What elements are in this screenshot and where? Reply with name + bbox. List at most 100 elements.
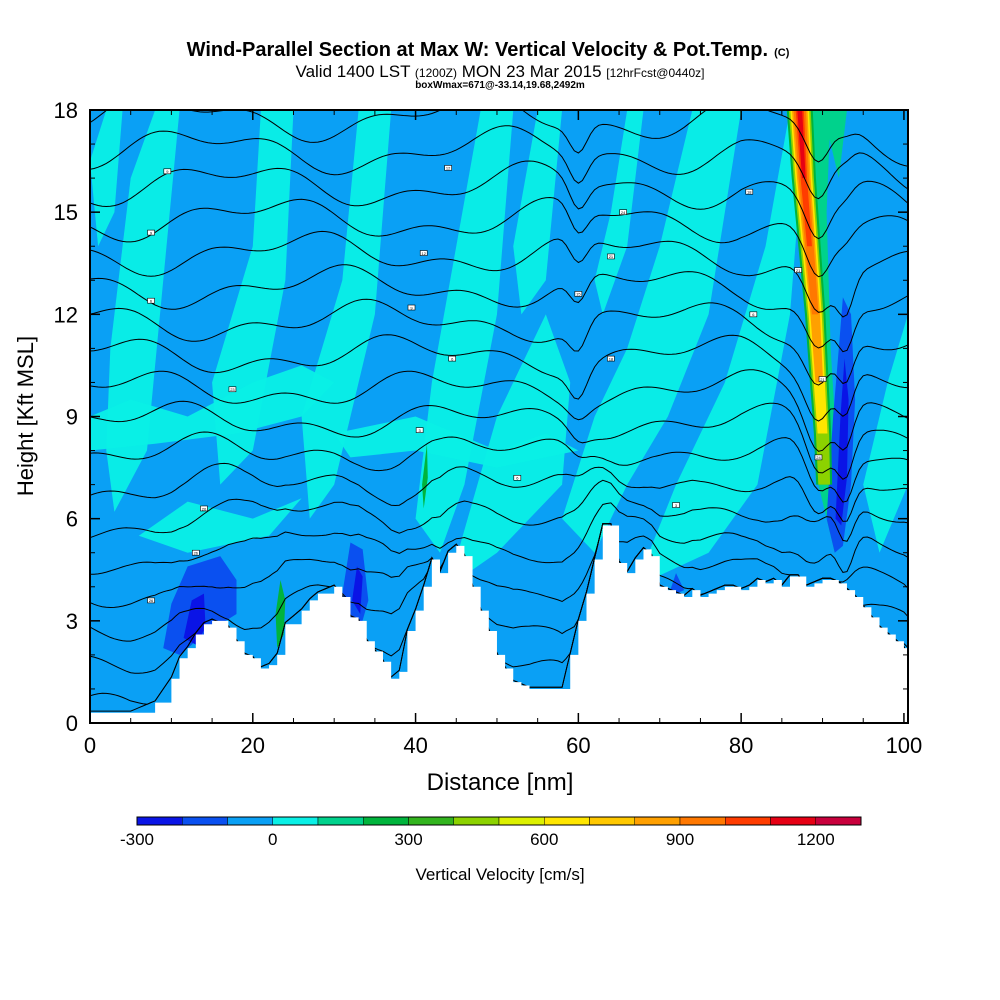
isentrope-label-box <box>192 549 200 556</box>
x-axis: 0 20 40 60 80 100 <box>84 110 922 758</box>
colorbar-swatch <box>408 816 454 826</box>
y-tick-label: 15 <box>54 200 78 225</box>
colorbar-swatch <box>136 816 183 826</box>
velocity-region-weak-updraft <box>422 443 428 509</box>
isentrope-label-box <box>619 209 627 215</box>
isentrope-label-box <box>818 376 827 382</box>
colorbar-frame <box>136 816 862 826</box>
isentrope-label: 12 <box>421 251 426 256</box>
isentrope-label: 18 <box>609 356 614 361</box>
isentrope-label-box <box>228 386 237 393</box>
isentrope-line <box>90 230 908 318</box>
isentrope-label-box <box>448 355 456 362</box>
isentrope-label-box <box>574 291 583 297</box>
colorbar-swatch <box>634 816 681 826</box>
colorbar-swatch <box>815 816 862 826</box>
x-tick-label: 80 <box>729 733 753 758</box>
isentrope-label: 26 <box>149 598 154 603</box>
x-tick-label: 60 <box>566 733 590 758</box>
colorbar-swatch <box>317 816 364 826</box>
isentrope-label: 3 <box>419 428 422 433</box>
isentrope-label-box <box>163 168 172 175</box>
velocity-region-downdraft <box>352 566 363 615</box>
colorbar-tick-label: -300 <box>120 830 154 849</box>
velocity-region-ascent-weak <box>562 110 742 553</box>
colorbar-swatch <box>770 816 816 826</box>
isentrope-label: 9 <box>166 169 169 174</box>
isentrope-label: 12 <box>446 166 451 171</box>
isentrope-line <box>90 298 908 386</box>
velocity-region-downdraft <box>835 358 849 526</box>
y-axis-label: Height [Kft MSL] <box>13 336 38 496</box>
isentrope-label: 20 <box>202 506 207 511</box>
x-tick-label: 20 <box>241 733 265 758</box>
isentrope-line <box>90 369 908 452</box>
colorbar-label: Vertical Velocity [cm/s] <box>415 865 584 884</box>
isentrope-line <box>90 264 908 353</box>
y-tick-label: 3 <box>66 609 78 634</box>
isentrope-label-box <box>672 502 680 508</box>
isentrope-label-box <box>147 597 155 604</box>
isentrope-label: 21 <box>796 268 801 273</box>
isentrope-label: 6 <box>150 299 153 304</box>
y-axis: 0 3 6 9 12 15 18 <box>54 98 908 736</box>
velocity-region-ascent-weak <box>635 110 807 587</box>
isentrope-line <box>90 479 908 542</box>
isentrope-label-box <box>444 165 452 171</box>
velocity-region-ascent-weak <box>594 110 644 315</box>
colorbar-swatch <box>363 816 409 826</box>
chart-title: Wind-Parallel Section at Max W: Vertical… <box>187 39 790 61</box>
y-tick-label: 12 <box>54 302 78 327</box>
colorbar-tick-label: 0 <box>268 830 277 849</box>
isentrope-label-box <box>814 454 823 461</box>
isentrope-line <box>90 125 908 200</box>
velocity-region-downdraft <box>183 593 206 645</box>
y-tick-label: 0 <box>66 711 78 736</box>
isentrope-label: 9 <box>150 230 153 235</box>
y-tick-label: 9 <box>66 405 78 430</box>
velocity-region-ascent-weak <box>90 365 335 451</box>
velocity-region-ascent-weak <box>301 110 392 519</box>
colorbar: -300 0 300 600 900 1200 <box>120 816 862 849</box>
isentrope-line <box>90 462 908 522</box>
isentrope-label-box <box>147 229 155 236</box>
x-tick-label: 100 <box>886 733 923 758</box>
isentrope-line <box>90 160 908 240</box>
colorbar-tick-label: 300 <box>394 830 422 849</box>
isentrope-label: 23 <box>230 387 235 392</box>
colorbar-swatch <box>182 816 228 826</box>
isentrope-label: 26 <box>194 551 199 556</box>
colorbar-tick-label: 1200 <box>797 830 835 849</box>
velocity-region-ascent-weak <box>334 416 579 468</box>
isentrope-line <box>90 334 908 422</box>
colorbar-swatch <box>725 816 771 826</box>
isentrope-line <box>90 400 908 480</box>
isentrope-label-box <box>607 253 615 260</box>
isentrope-label-box <box>794 267 802 273</box>
colorbar-swatch <box>589 816 635 826</box>
isentrope-label: 3 <box>675 503 678 508</box>
isentrope-label: 24 <box>621 210 626 215</box>
colorbar-swatch <box>498 816 545 826</box>
isentrope-label: 21 <box>609 254 614 259</box>
isentrope-label: 21 <box>820 377 825 382</box>
isentrope-label-box <box>749 311 758 318</box>
x-tick-label: 40 <box>403 733 427 758</box>
colorbar-swatch <box>272 816 319 826</box>
isentrope-line <box>90 431 908 503</box>
isentrope-label: 9 <box>410 305 413 310</box>
y-tick-label: 18 <box>54 98 78 123</box>
velocity-region-ascent-weak <box>138 498 302 553</box>
isentrope-label: 15 <box>576 292 581 297</box>
isentrope-label-box <box>419 250 428 256</box>
terrain-mask <box>90 525 908 723</box>
x-axis-label: Distance [nm] <box>427 769 574 796</box>
isentrope-label-box <box>607 355 615 362</box>
colorbar-tick-label: 600 <box>530 830 558 849</box>
isentrope-line <box>90 523 908 609</box>
isentrope-label-box <box>407 304 416 311</box>
colorbar-swatch <box>544 816 590 826</box>
isentrope-label: 24 <box>816 455 821 460</box>
colorbar-swatch <box>453 816 500 826</box>
